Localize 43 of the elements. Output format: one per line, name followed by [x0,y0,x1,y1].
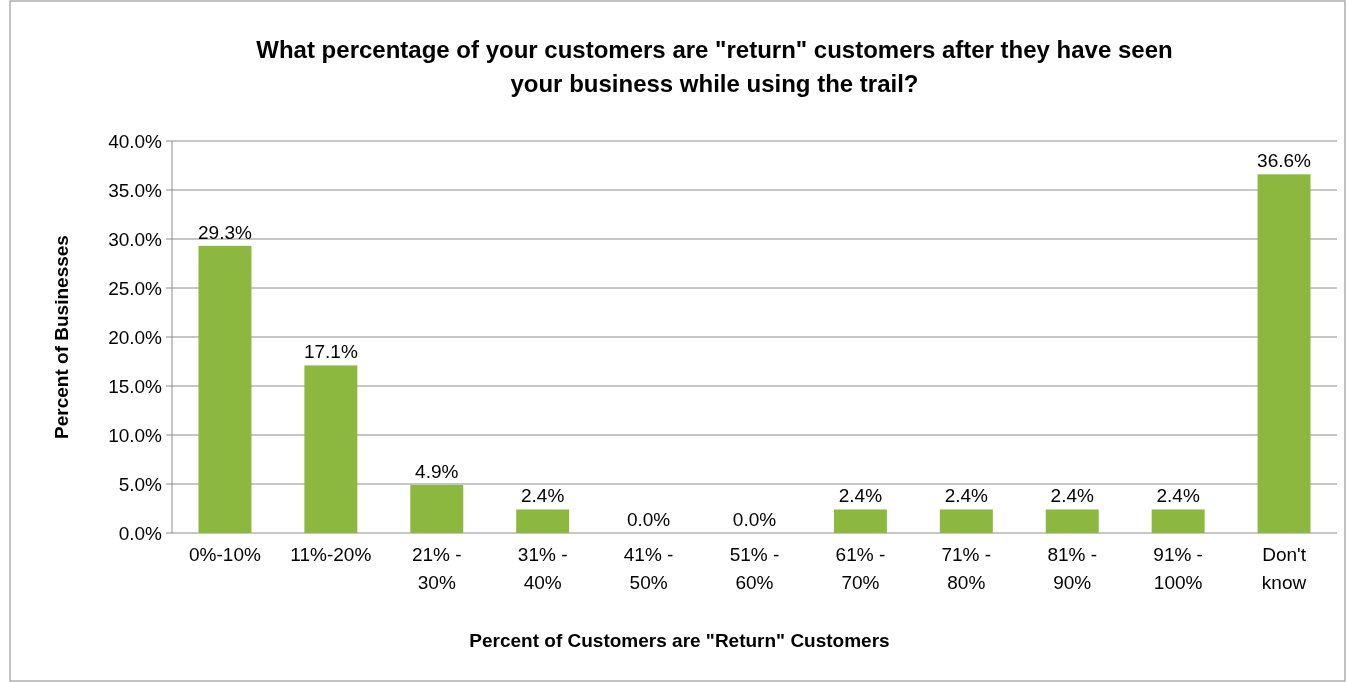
data-label: 0.0% [626,509,671,530]
y-tick-label: 15.0% [108,375,163,397]
bar [1151,509,1205,533]
y-tick-label: 20.0% [108,326,163,348]
y-tick-label: 0.0% [118,522,163,544]
data-label: 2.4% [1156,485,1200,507]
x-tick-label: 21% - 30% [411,544,462,593]
bar [304,365,358,533]
bar [516,509,570,533]
data-label: 0.0% [732,509,777,530]
data-label: 29.3% [198,221,252,243]
bar [1045,509,1099,533]
y-tick-label: 30.0% [108,228,163,250]
bar [410,484,464,533]
y-tick-label: 5.0% [118,473,163,495]
data-label: 36.6% [1257,150,1312,172]
data-label: 2.4% [838,485,883,507]
data-label: 4.9% [415,460,459,482]
bar [1257,174,1311,533]
data-label: 17.1% [303,341,358,363]
y-axis-title: Percent of Businesses [51,235,72,439]
x-tick-label: 41% - 50% [623,544,674,593]
chart-title: What percentage of your customers are "return" customers after they have seen your business while using the trail? [256,36,1173,97]
x-tick-label: 71% - 80% [941,544,992,593]
y-tick-label: 40.0% [108,130,163,152]
data-label: 2.4% [944,485,989,507]
x-tick-label: 91% - 100% [1153,544,1203,593]
bar [939,509,993,533]
x-tick-label: 51% - 60% [729,544,780,593]
x-tick-label: 0%-10% [189,544,261,565]
x-axis-title: Percent of Customers are "Return" Customers [469,630,890,651]
x-tick-label: 31% - 40% [517,544,568,593]
x-tick-label: 11%-20% [290,544,372,565]
x-tick-label: Don't know [1261,544,1307,593]
x-tick-label: 81% - 90% [1047,544,1098,593]
data-label: 2.4% [521,485,565,507]
y-tick-label: 35.0% [108,179,163,201]
y-tick-label: 10.0% [108,424,163,446]
x-tick-label: 61% - 70% [835,544,886,593]
bar [198,245,252,533]
data-label: 2.4% [1050,485,1094,507]
y-tick-label: 25.0% [108,277,163,299]
bar [833,509,887,533]
